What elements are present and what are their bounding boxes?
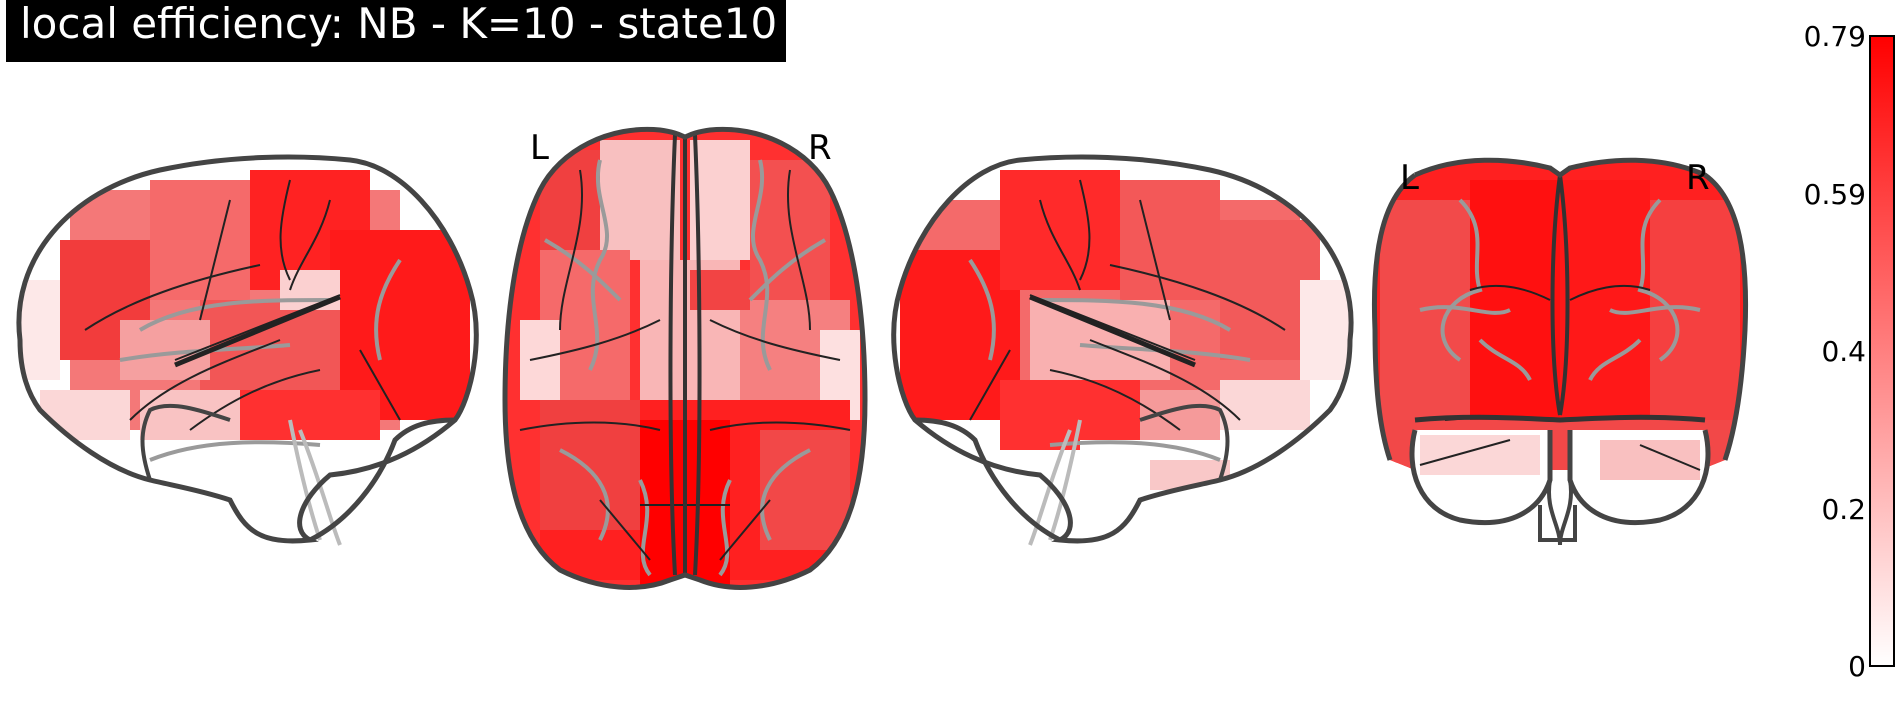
colorbar-tick: 0.79 — [1803, 20, 1866, 53]
cerebellum — [1409, 429, 1711, 546]
colorbar-tick: 0.59 — [1803, 178, 1866, 211]
colorbar-tick: 0 — [1848, 650, 1866, 683]
axial-right-label: R — [808, 128, 832, 168]
axial-view — [502, 126, 868, 590]
colorbar-gradient — [1869, 35, 1895, 667]
coronal-left-label: L — [1400, 158, 1419, 198]
axial-left-label: L — [530, 128, 549, 168]
sagittal-right-view — [891, 154, 1354, 546]
colorbar — [1869, 35, 1895, 667]
colorbar-tick: 0.4 — [1821, 335, 1866, 368]
colorbar-tick: 0.2 — [1821, 493, 1866, 526]
coronal-right-label: R — [1686, 158, 1710, 198]
figure-title: local efficiency: NB - K=10 - state10 — [6, 0, 786, 62]
coronal-view — [1371, 157, 1749, 546]
sagittal-left-view — [16, 154, 479, 546]
